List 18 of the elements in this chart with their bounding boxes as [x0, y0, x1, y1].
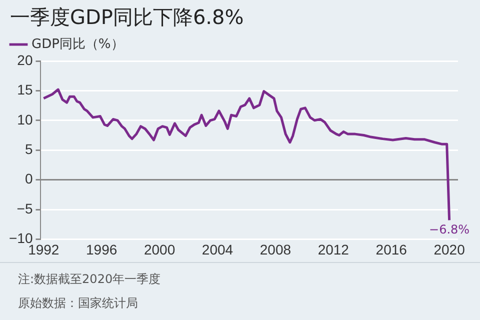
- chart-title: 一季度GDP同比下降6.8%: [10, 4, 244, 31]
- x-tick-label: 2020: [434, 241, 466, 258]
- text: 注:数据截至2020年一季度: [18, 271, 161, 288]
- y-tick-label: 20: [17, 52, 33, 68]
- x-tick-label: 2016: [376, 241, 408, 258]
- y-tick-label: 5: [24, 140, 33, 157]
- y-tick-label: 10: [17, 111, 33, 128]
- annotation: −6.8%: [429, 222, 470, 236]
- x-tick-label: 2000: [144, 241, 176, 258]
- y-tick-label: −5: [16, 200, 33, 216]
- y-tick-label: 15: [17, 82, 33, 98]
- x-tick-label: 2012: [318, 241, 350, 258]
- x-tick-label: 2004: [202, 241, 234, 258]
- y-tick-label: 0: [24, 170, 33, 187]
- legend-label: GDP同比（%）: [32, 36, 124, 52]
- x-tick-label: 2008: [260, 241, 292, 258]
- text: 原始数据：国家统计局: [18, 295, 138, 312]
- x-tick-label: 1996: [86, 241, 118, 258]
